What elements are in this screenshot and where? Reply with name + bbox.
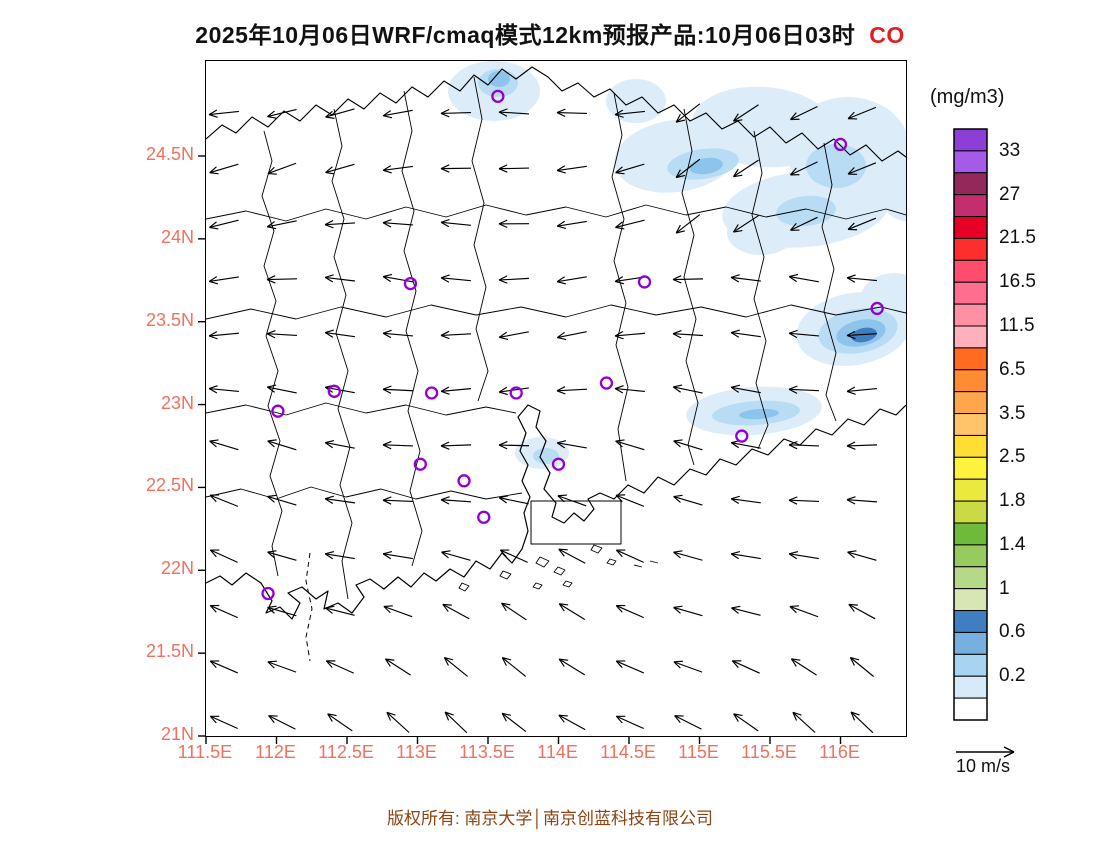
station-marker [870,301,884,316]
station-marker [637,275,652,289]
species-label: CO [869,22,905,48]
map-plot [198,60,907,744]
island [562,580,573,588]
y-axis-label: 24N [160,226,194,247]
wind-scale-legend [948,738,1098,798]
axis-ticks [198,155,842,744]
station-marker [271,404,285,418]
island [532,582,543,590]
station-marker [599,376,614,390]
wind-scale-arrow [956,746,1015,758]
colorbar [953,128,989,722]
chart-title-text: 2025年10月06日WRF/cmaq模式12km预报产品:10月06日03时 [195,22,856,48]
y-axis-label: 21.5N [145,641,194,662]
x-axis-label: 113E [396,742,437,762]
x-axis-label: 116E [819,742,860,762]
dashed-boundary [305,552,313,662]
island [553,566,566,576]
station-marker [477,510,491,524]
colorbar-label: 16.5 [999,271,1036,293]
colorbar-label: 1.8 [999,490,1026,512]
map-canvas [198,61,906,744]
colorbar-label: 11.5 [999,315,1035,336]
x-axis-label: 115.5E [741,742,797,762]
colorbar-label: 1 [999,577,1010,599]
colorbar-unit-label: (mg/m3) [930,86,1005,108]
station-marker [833,137,848,152]
island [499,570,512,580]
y-axis-label: 24.5N [145,144,194,164]
island [649,560,659,564]
colorbar-label: 6.5 [999,358,1026,380]
station-marker [424,386,439,400]
x-axis-label: 111.5E [177,742,233,762]
station-markers [261,89,884,601]
wind-scale-label: 10 m/s [956,756,1011,776]
station-marker [491,89,505,103]
colorbar-label: 21.5 [999,227,1036,249]
x-axis-label: 113.5E [459,742,515,762]
station-marker [735,429,749,443]
co-concentration-patches [448,61,906,469]
colorbar-label: 2.5 [999,446,1026,468]
station-marker [509,386,523,400]
island [606,558,617,566]
x-axis-label: 114E [537,742,578,762]
copyright-text: 版权所有: 南京大学│南京创蓝科技有限公司 [386,809,714,828]
station-marker [403,276,418,291]
chart-title: 2025年10月06日WRF/cmaq模式12km预报产品:10月06日03时 C… [0,16,1100,50]
y-axis-label: 21N [160,723,194,744]
colorbar-scale [953,128,988,721]
x-axis-label: 115E [678,742,719,762]
province-border [206,66,906,162]
colorbar-label: 3.5 [999,402,1026,424]
station-marker [261,586,275,601]
station-marker [551,457,566,471]
y-axis-label: 23.5N [145,309,194,330]
x-axis-label: 112E [255,742,296,762]
wind-vectors [208,103,878,734]
colorbar-label: 27 [999,183,1021,205]
x-axis-label: 114.5E [600,742,656,762]
island [458,582,470,592]
island [633,564,643,568]
y-axis-label: 22.5N [145,475,194,496]
region-box [530,500,622,545]
y-axis-label: 22N [160,558,194,579]
colorbar-label: 0.6 [999,621,1026,643]
island [535,556,550,568]
x-axis-label: 112.5E [318,742,374,762]
colorbar-label: 1.4 [999,533,1026,555]
station-marker [457,474,471,488]
station-marker [327,384,341,398]
colorbar-label: 33 [999,139,1021,161]
station-marker [413,457,427,471]
colorbar-label: 0.2 [999,665,1026,687]
y-axis-label: 23N [160,392,194,413]
island [590,544,603,554]
coastline [206,404,906,620]
